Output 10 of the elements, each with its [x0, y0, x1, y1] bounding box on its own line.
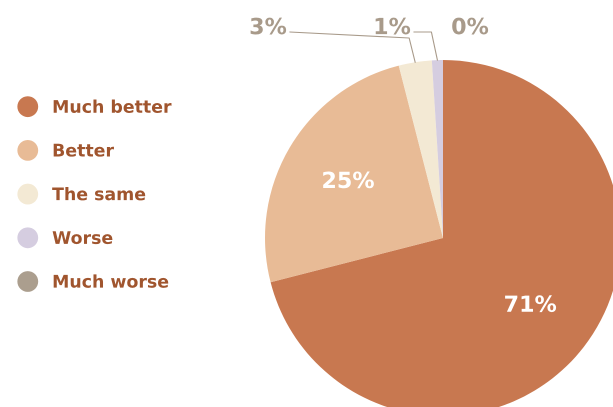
data-label: 1% [376, 18, 410, 34]
legend-label: Much worse [54, 274, 168, 288]
text: 0% [452, 18, 488, 34]
legend-label: The same [52, 186, 146, 200]
data-label: 3% [250, 18, 286, 34]
legend-label: Much better [54, 100, 172, 113]
data-label: 25% [323, 171, 374, 188]
data-label: 71% [505, 295, 556, 312]
legend-label: Worse [52, 231, 112, 244]
legend-label: Better [54, 144, 114, 157]
